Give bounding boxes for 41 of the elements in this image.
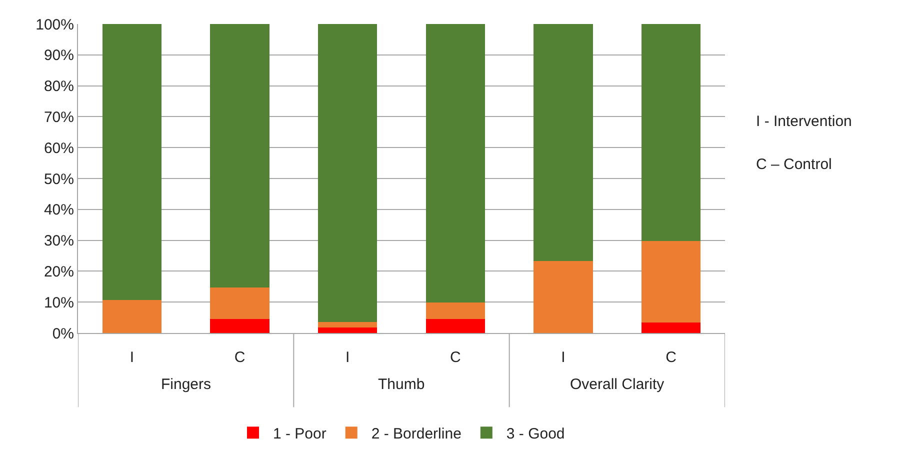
bar (641, 322, 701, 333)
text: C – Control (756, 156, 832, 173)
legend-label: 2 - Borderline (371, 426, 462, 443)
y-tick-label: 60% (44, 140, 74, 157)
text: Thumb (378, 376, 425, 393)
bar (426, 302, 486, 319)
legend-label: 3 - Good (506, 426, 565, 443)
y-tick-label: 70% (44, 108, 74, 126)
bar (641, 24, 701, 242)
bar (210, 288, 270, 319)
text: I - Intervention (756, 113, 852, 130)
x-tick-label: I (561, 349, 566, 366)
bar (318, 24, 378, 322)
bar (210, 24, 270, 288)
bar (534, 261, 593, 333)
y-tick-label: 40% (44, 202, 74, 219)
y-tick-label: 20% (44, 263, 74, 280)
bar (426, 24, 486, 303)
y-tick-label: 50% (44, 170, 74, 188)
text: Fingers (161, 376, 212, 393)
x-tick-label: C (450, 349, 461, 366)
bar (318, 327, 378, 333)
x-tick-label: C (234, 349, 246, 366)
y-tick-label: 80% (44, 78, 74, 96)
y-tick-label: 0% (52, 325, 74, 342)
bar (102, 24, 162, 300)
y-tick-label: 90% (44, 47, 74, 64)
bar (102, 300, 162, 333)
x-tick-label: C (666, 349, 677, 366)
bar (426, 318, 486, 333)
y-tick-label: 10% (44, 294, 74, 312)
bar (318, 322, 378, 328)
text: Overall Clarity (570, 376, 665, 393)
y-tick-label: 30% (44, 232, 74, 250)
bar (534, 24, 593, 261)
x-tick-label: I (345, 349, 350, 366)
bar (210, 318, 270, 333)
bar (641, 241, 701, 322)
legend-label: 1 - Poor (273, 426, 326, 443)
x-tick-label: I (130, 349, 134, 366)
y-tick-label: 100% (36, 16, 74, 34)
